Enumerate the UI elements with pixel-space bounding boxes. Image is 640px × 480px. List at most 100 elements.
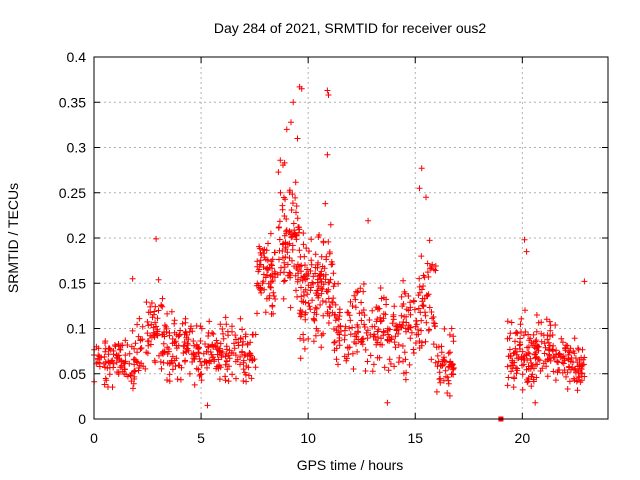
- data-point: [206, 318, 213, 325]
- data-point: [384, 327, 391, 334]
- x-tick-label: 10: [300, 430, 316, 446]
- data-point: [545, 356, 552, 363]
- data-point: [311, 309, 318, 316]
- data-point: [148, 321, 155, 328]
- data-point: [323, 253, 330, 260]
- data-point: [506, 346, 513, 353]
- data-point: [237, 335, 244, 341]
- data-point: [147, 303, 154, 310]
- data-point: [223, 321, 230, 328]
- data-point: [102, 340, 108, 346]
- data-point: [378, 317, 385, 324]
- data-point: [262, 309, 269, 316]
- data-point: [566, 349, 573, 356]
- data-point: [533, 374, 540, 381]
- data-point: [300, 230, 307, 237]
- data-point: [205, 329, 212, 336]
- data-point: [581, 354, 588, 361]
- data-point: [312, 332, 319, 339]
- data-point: [283, 227, 290, 234]
- data-point: [443, 373, 449, 380]
- data-point: [333, 356, 340, 363]
- data-point: [377, 341, 384, 348]
- data-point: [176, 331, 183, 338]
- data-point: [252, 364, 259, 371]
- data-point: [154, 332, 161, 339]
- data-point: [331, 339, 338, 345]
- data-point: [520, 332, 527, 339]
- data-point: [377, 285, 384, 291]
- data-point: [320, 330, 327, 337]
- data-point: [283, 216, 290, 222]
- data-point: [293, 209, 299, 216]
- data-point: [313, 305, 320, 312]
- data-point: [563, 373, 569, 380]
- data-point: [524, 344, 531, 351]
- data-point: [360, 307, 367, 313]
- data-point: [319, 286, 326, 293]
- data-point: [165, 346, 172, 352]
- data-point: [184, 340, 191, 347]
- data-point: [158, 302, 165, 309]
- data-point: [530, 331, 537, 338]
- data-point: [229, 371, 236, 378]
- data-point: [307, 287, 314, 294]
- data-point: [305, 270, 312, 277]
- data-point: [436, 376, 443, 383]
- data-point: [177, 376, 184, 383]
- data-point: [519, 362, 525, 369]
- data-point: [359, 335, 366, 342]
- data-point: [182, 315, 189, 322]
- data-point: [360, 281, 367, 287]
- data-point: [521, 353, 528, 360]
- data-point: [244, 341, 251, 348]
- data-point: [418, 253, 425, 260]
- data-point: [328, 261, 335, 268]
- y-tick-label: 0.15: [59, 275, 86, 291]
- data-point: [228, 349, 235, 356]
- data-point: [519, 386, 526, 393]
- data-point: [448, 361, 455, 368]
- data-point: [507, 352, 514, 359]
- data-point: [257, 285, 264, 292]
- data-point: [126, 360, 133, 367]
- data-point: [358, 317, 365, 324]
- data-point: [385, 331, 392, 338]
- data-point: [179, 320, 186, 327]
- data-point: [198, 377, 205, 384]
- data-point: [581, 278, 588, 285]
- data-point: [289, 246, 296, 253]
- data-point: [445, 350, 452, 357]
- data-point: [147, 309, 154, 316]
- data-point: [302, 316, 309, 323]
- data-point: [281, 269, 287, 276]
- data-point: [152, 303, 159, 310]
- data-point: [518, 315, 525, 322]
- data-point: [307, 306, 314, 313]
- data-point: [568, 354, 575, 361]
- data-point: [317, 275, 324, 282]
- data-point: [182, 348, 189, 355]
- data-point: [96, 359, 103, 366]
- data-point: [300, 337, 307, 344]
- data-point: [571, 335, 578, 342]
- data-point: [229, 323, 235, 330]
- data-point: [412, 340, 419, 346]
- data-point: [129, 327, 136, 334]
- data-point: [549, 346, 556, 353]
- chart-title: Day 284 of 2021, SRMTID for receiver ous…: [214, 20, 487, 36]
- data-point: [559, 369, 566, 376]
- data-point: [248, 375, 255, 382]
- data-point: [202, 341, 208, 347]
- data-point: [137, 345, 144, 352]
- data-point: [325, 92, 332, 98]
- x-tick-label: 5: [197, 430, 205, 446]
- data-point: [110, 351, 117, 358]
- data-point: [352, 304, 359, 311]
- data-point: [119, 342, 126, 349]
- data-point: [209, 342, 216, 349]
- data-point: [249, 357, 256, 364]
- data-point: [361, 321, 368, 328]
- data-point: [537, 368, 544, 374]
- data-point: [381, 364, 388, 371]
